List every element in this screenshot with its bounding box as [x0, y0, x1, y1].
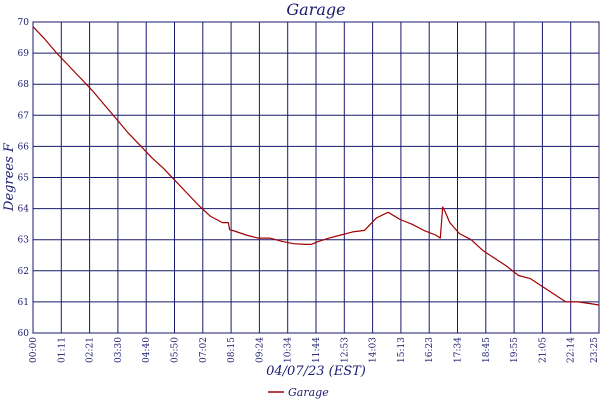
x-tick-label: 09:24: [255, 337, 265, 363]
series-layer: [32, 26, 600, 306]
x-tick-label: 19:55: [510, 337, 520, 363]
y-tick-label: 67: [18, 111, 30, 121]
x-tick-label: 02:21: [86, 337, 96, 363]
y-tick-label: 62: [18, 267, 29, 277]
x-tick-label: 10:34: [284, 337, 294, 363]
x-tick-label: 01:11: [57, 337, 67, 363]
series-line-garage: [32, 26, 600, 306]
x-tick-label: 05:50: [171, 337, 181, 363]
x-tick-label: 16:23: [425, 337, 435, 363]
y-tick-label: 68: [18, 80, 30, 90]
y-tick-label: 61: [18, 298, 29, 308]
x-tick-label: 03:30: [114, 337, 124, 363]
chart-title: Garage: [286, 0, 345, 19]
y-tick-label: 63: [18, 236, 30, 246]
y-tick-label: 64: [18, 205, 30, 215]
x-tick-label: 17:34: [454, 337, 464, 363]
plot-area: [32, 21, 600, 334]
legend: Garage: [268, 386, 329, 399]
y-tick-label: 70: [18, 18, 30, 28]
x-tick-label: 08:15: [227, 337, 237, 363]
x-axis-label: 04/07/23 (EST): [266, 364, 366, 379]
x-tick-label: 11:44: [312, 337, 322, 363]
legend-label-garage: Garage: [288, 386, 329, 399]
x-tick-label: 12:53: [340, 337, 350, 363]
y-tick-label: 60: [18, 329, 30, 339]
x-tick-label: 21:05: [538, 337, 548, 363]
y-tick-label: 66: [18, 142, 30, 152]
x-tick-label: 07:02: [199, 337, 209, 363]
y-tick-label: 69: [18, 49, 30, 59]
gridlines: [32, 21, 600, 334]
x-tick-label: 18:45: [482, 337, 492, 363]
x-tick-label: 23:25: [590, 337, 600, 363]
x-axis-ticks: 00:00 01:11 02:21 03:30 04:40 05:50 07:02 08:15…: [29, 337, 600, 363]
y-axis-label: Degrees F: [2, 142, 17, 212]
x-tick-label: 00:00: [29, 337, 39, 363]
x-tick-label: 15:13: [397, 337, 407, 363]
x-tick-label: 22:14: [567, 337, 577, 363]
y-axis-ticks: 60 61 62 63 64 65 66 67 68 69 70: [18, 18, 30, 339]
x-tick-label: 14:03: [369, 337, 379, 363]
x-tick-label: 04:40: [142, 337, 152, 363]
y-tick-label: 65: [18, 174, 30, 184]
